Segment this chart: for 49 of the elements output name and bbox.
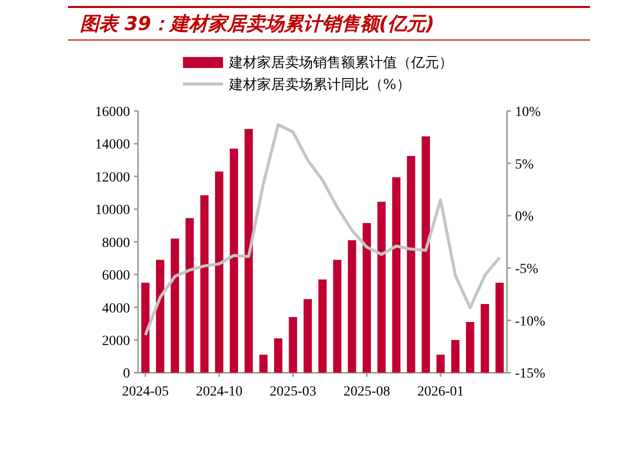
y-tick-label: 0 — [123, 366, 130, 382]
bar — [259, 354, 268, 373]
bar — [480, 304, 489, 373]
bar — [466, 322, 474, 373]
legend-label: 建材家居卖场累计同比（%） — [228, 77, 410, 93]
bar — [406, 156, 416, 373]
bar — [170, 238, 180, 373]
bar — [156, 260, 164, 373]
y-tick-label: 16000 — [95, 105, 130, 120]
bar — [377, 202, 386, 373]
bar — [274, 338, 282, 373]
y2-tick-label: 10% — [515, 105, 541, 120]
x-tick-label: 2024-10 — [196, 384, 243, 400]
bar — [186, 218, 194, 373]
bar — [288, 317, 298, 373]
bar — [392, 177, 400, 373]
y-tick-label: 8000 — [102, 236, 130, 251]
x-tick-label: 2024-05 — [122, 384, 169, 400]
chart-title: 图表 39：建材家居卖场累计销售额(亿元) — [80, 13, 434, 35]
x-tick-label: 2025-03 — [270, 384, 316, 400]
bar — [230, 148, 238, 373]
y-tick-label: 4000 — [102, 301, 130, 316]
y-tick-label: 10000 — [95, 203, 130, 218]
bar — [304, 299, 312, 373]
bar — [451, 340, 460, 373]
bar — [333, 260, 342, 373]
bar — [362, 223, 371, 373]
x-tick-label: 2025-08 — [343, 384, 390, 400]
bar — [200, 195, 209, 373]
y2-tick-label: -10% — [515, 314, 546, 330]
y2-tick-label: 5% — [515, 157, 534, 172]
y-tick-label: 6000 — [102, 268, 130, 284]
y2-tick-label: -5% — [515, 262, 539, 278]
y-tick-label: 14000 — [95, 138, 130, 153]
bar — [422, 136, 430, 373]
x-tick-label: 2026-01 — [417, 384, 464, 400]
bar — [348, 240, 356, 373]
y-tick-label: 12000 — [95, 170, 130, 186]
y2-tick-label: 0% — [515, 210, 534, 225]
bar — [141, 282, 150, 373]
legend-label: 建材家居卖场销售额累计值（亿元） — [228, 55, 453, 71]
bar — [244, 128, 253, 373]
y-tick-label: 2000 — [102, 334, 130, 349]
bar — [215, 172, 224, 373]
line-series — [144, 123, 502, 337]
bar — [436, 354, 445, 373]
bar — [318, 279, 327, 373]
bar — [495, 282, 504, 373]
y2-tick-label: -15% — [515, 366, 546, 382]
